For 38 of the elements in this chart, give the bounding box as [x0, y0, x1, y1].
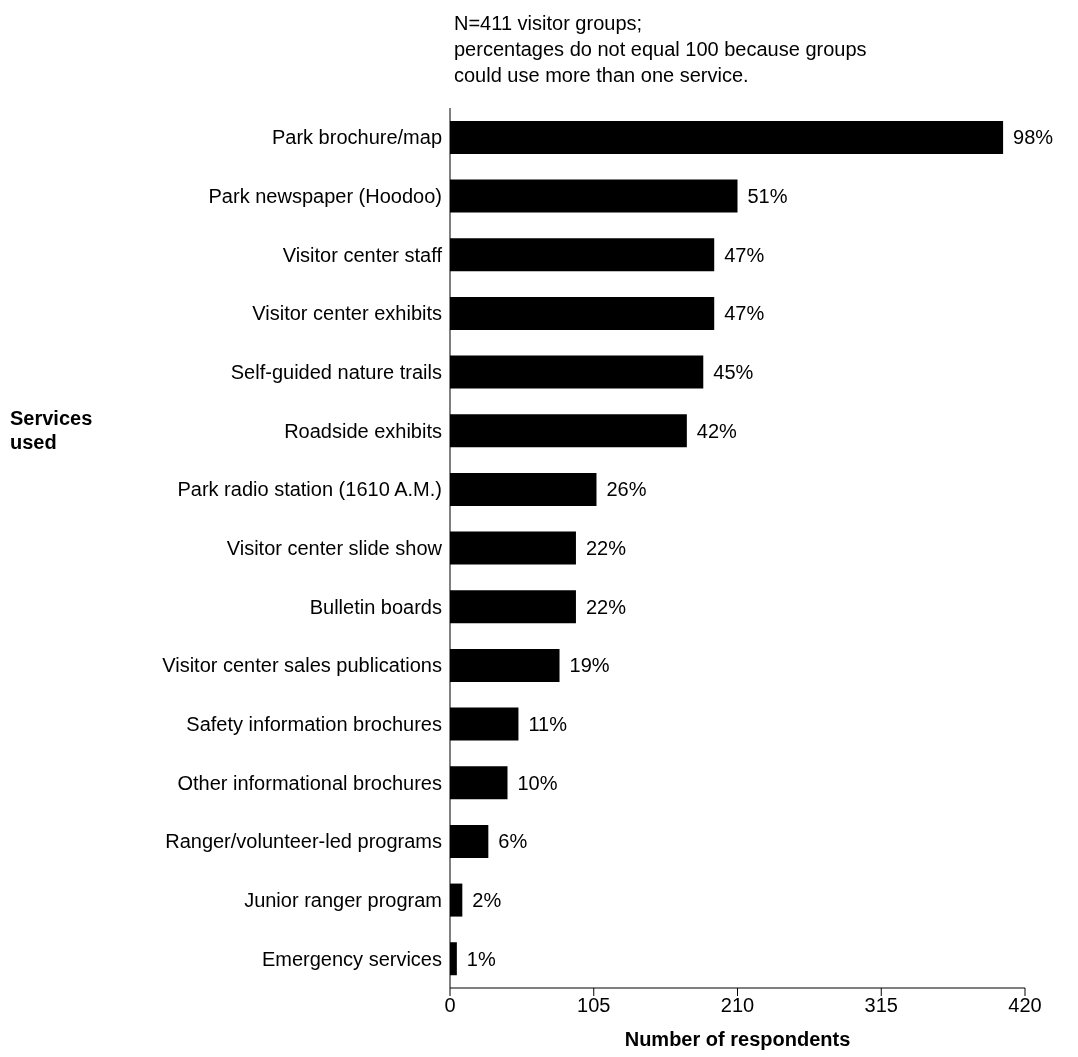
annotation: 47%: [724, 302, 765, 325]
y-axis-title: Services used: [10, 406, 94, 454]
y-tick-label: Visitor center exhibits: [252, 302, 442, 325]
y-tick-label: Ranger/volunteer-led programs: [165, 830, 442, 853]
x-tick-label: 105: [577, 994, 611, 1017]
y-tick-label: Other informational brochures: [177, 771, 442, 794]
y-tick-label: Bulletin boards: [309, 595, 442, 618]
y-tick-label: Park newspaper (Hoodoo): [208, 185, 442, 208]
annotation: 10%: [517, 771, 558, 794]
y-tick-label: Emergency services: [261, 947, 442, 970]
x-tick-label: 420: [1008, 994, 1042, 1017]
annotation: 47%: [724, 243, 765, 266]
annotation: 6%: [498, 830, 528, 853]
y-tick-label: Roadside exhibits: [284, 419, 442, 442]
annotation: 11%: [528, 713, 568, 736]
annotation: 19%: [569, 654, 610, 677]
y-tick-label: Visitor center sales publications: [162, 654, 442, 677]
y-tick-label: Visitor center staff: [282, 243, 443, 266]
y-tick-label: Park brochure/map: [271, 126, 442, 149]
y-tick-label: Safety information brochures: [186, 713, 442, 736]
x-axis-title: Number of respondents: [624, 1028, 851, 1050]
annotation: 51%: [747, 185, 788, 208]
annotation: 98%: [1013, 126, 1054, 149]
x-tick-label: 210: [720, 994, 755, 1017]
x-tick-label: 0: [444, 994, 456, 1017]
annotation: 42%: [696, 419, 738, 442]
y-tick-label: Visitor center slide show: [226, 537, 443, 560]
y-tick-label: Park radio station (1610 A.M.): [177, 478, 442, 501]
annotation: 45%: [713, 361, 754, 384]
text: N=411 visitor groups; percentages do not equal 100 because groups could use more than one service.: [454, 11, 867, 88]
y-tick-label: Self-guided nature trails: [230, 361, 442, 384]
annotation: 1%: [466, 947, 496, 970]
y-tick-label: Junior ranger program: [244, 889, 442, 912]
annotation: 22%: [585, 537, 627, 560]
annotation: 2%: [472, 889, 502, 912]
annotation: 22%: [585, 595, 627, 618]
x-tick-label: 315: [864, 994, 898, 1017]
annotation: 26%: [606, 478, 647, 501]
